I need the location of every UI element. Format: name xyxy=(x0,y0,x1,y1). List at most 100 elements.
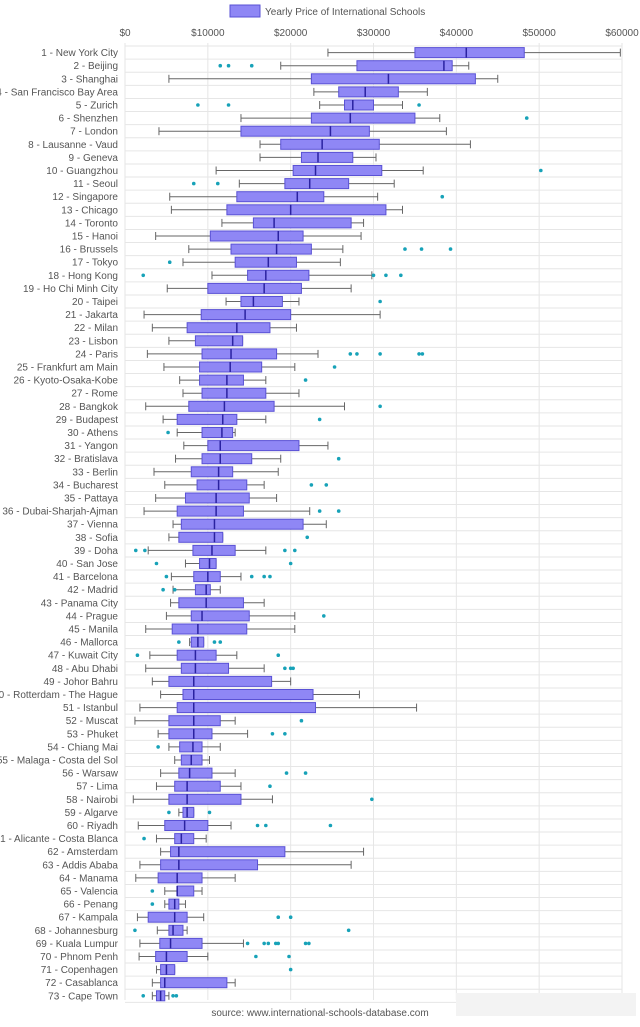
box-48[interactable] xyxy=(145,662,295,674)
outlier-point xyxy=(299,718,304,723)
category-label: 33 - Berlin xyxy=(72,467,118,478)
box-39[interactable] xyxy=(133,544,297,556)
box-42[interactable] xyxy=(161,584,221,596)
outlier-point xyxy=(336,456,341,461)
box-65[interactable] xyxy=(150,885,203,897)
box-71[interactable] xyxy=(155,964,293,976)
box-47[interactable] xyxy=(135,649,281,661)
box-49[interactable] xyxy=(151,675,292,687)
iqr-box xyxy=(414,47,525,59)
category-label: 4 - San Francisco Bay Area xyxy=(0,87,118,98)
box-9[interactable] xyxy=(259,151,377,163)
category-label: 44 - Prague xyxy=(66,611,119,622)
box-67[interactable] xyxy=(136,911,293,923)
box-46[interactable] xyxy=(177,636,223,648)
iqr-box xyxy=(171,623,248,635)
box-50[interactable] xyxy=(160,689,360,700)
category-label: 48 - Abu Dhabi xyxy=(52,664,118,675)
box-16[interactable] xyxy=(188,243,453,255)
box-45[interactable] xyxy=(145,623,296,635)
box-53[interactable] xyxy=(157,728,287,740)
box-35[interactable] xyxy=(155,492,278,504)
outlier-point xyxy=(276,915,281,919)
box-66[interactable] xyxy=(150,898,186,910)
box-40[interactable] xyxy=(154,558,293,569)
category-label: 41 - Barcelona xyxy=(53,572,118,583)
category-label: 25 - Frankfurt am Main xyxy=(17,363,118,374)
iqr-box xyxy=(174,780,221,792)
box-15[interactable] xyxy=(155,230,362,242)
box-58[interactable] xyxy=(132,793,374,805)
box-30[interactable] xyxy=(166,427,236,438)
outlier-point xyxy=(384,273,388,278)
box-25[interactable] xyxy=(163,361,337,373)
box-51[interactable] xyxy=(139,702,418,714)
legend[interactable]: Yearly Price of International Schools xyxy=(229,4,425,18)
category-label: 64 - Manama xyxy=(59,873,118,884)
box-62[interactable] xyxy=(160,846,365,858)
iqr-box xyxy=(178,767,213,779)
outlier-point xyxy=(328,823,333,828)
box-20[interactable] xyxy=(225,296,382,307)
box-41[interactable] xyxy=(164,571,272,583)
box-7[interactable] xyxy=(158,125,447,137)
box-38[interactable] xyxy=(168,531,310,543)
category-label: 66 - Penang xyxy=(64,900,119,911)
box-27[interactable] xyxy=(182,387,300,399)
box-29[interactable] xyxy=(162,413,322,425)
box-43[interactable] xyxy=(170,597,265,609)
box-11[interactable] xyxy=(191,178,395,190)
box-31[interactable] xyxy=(183,440,329,452)
box-64[interactable] xyxy=(135,872,236,884)
box-10[interactable] xyxy=(215,165,543,176)
box-70[interactable] xyxy=(138,951,291,962)
box-72[interactable] xyxy=(151,977,236,989)
outlier-point xyxy=(264,823,268,828)
category-label: 32 - Bratislava xyxy=(54,454,118,465)
iqr-box xyxy=(182,689,314,700)
box-73[interactable] xyxy=(141,990,179,1002)
box-55[interactable] xyxy=(174,754,210,766)
box-12[interactable] xyxy=(169,191,445,203)
box-32[interactable] xyxy=(175,453,341,465)
outlier-point xyxy=(276,941,281,946)
box-18[interactable] xyxy=(141,269,403,281)
box-57[interactable] xyxy=(155,780,272,792)
box-34[interactable] xyxy=(164,479,329,491)
box-2[interactable] xyxy=(218,60,470,72)
box-23[interactable] xyxy=(168,335,244,347)
outlier-point xyxy=(288,967,293,972)
box-19[interactable] xyxy=(166,282,352,294)
category-label: 29 - Budapest xyxy=(56,415,118,426)
box-13[interactable] xyxy=(170,204,403,216)
box-22[interactable] xyxy=(151,322,297,334)
category-label: 24 - Paris xyxy=(75,349,118,360)
box-54[interactable] xyxy=(156,741,221,753)
box-61[interactable] xyxy=(142,833,207,845)
box-59[interactable] xyxy=(167,806,212,818)
box-14[interactable] xyxy=(221,217,365,229)
box-17[interactable] xyxy=(167,256,341,268)
box-28[interactable] xyxy=(145,400,382,412)
box-60[interactable] xyxy=(137,820,333,831)
box-1[interactable] xyxy=(327,47,621,59)
box-24[interactable] xyxy=(146,348,425,360)
box-8[interactable] xyxy=(259,138,471,150)
category-label: 55 - Malaga - Costa del Sol xyxy=(0,756,118,767)
box-36[interactable] xyxy=(143,505,341,517)
box-33[interactable] xyxy=(153,466,279,478)
box-5[interactable] xyxy=(196,99,421,111)
box-6[interactable] xyxy=(240,112,529,124)
box-63[interactable] xyxy=(139,859,352,871)
box-68[interactable] xyxy=(133,924,351,936)
box-4[interactable] xyxy=(313,86,428,98)
box-26[interactable] xyxy=(179,374,308,386)
box-69[interactable] xyxy=(139,937,311,949)
box-37[interactable] xyxy=(172,518,327,530)
box-44[interactable] xyxy=(165,610,326,622)
box-56[interactable] xyxy=(160,767,308,779)
box-3[interactable] xyxy=(168,73,499,85)
category-label: 39 - Doha xyxy=(74,546,118,557)
box-52[interactable] xyxy=(134,715,304,727)
box-21[interactable] xyxy=(143,309,381,321)
